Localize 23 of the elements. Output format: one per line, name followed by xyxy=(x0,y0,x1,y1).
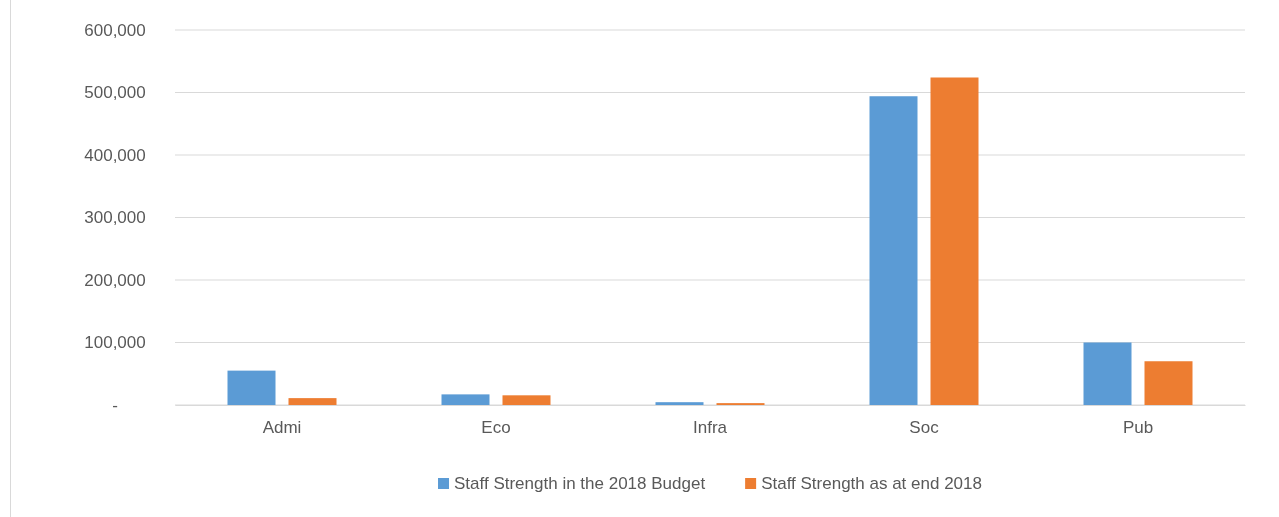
bar xyxy=(1144,361,1193,405)
x-tick-label: Admi xyxy=(262,418,302,438)
y-tick-label: 100,000 xyxy=(84,333,146,353)
x-tick-label: Infra xyxy=(692,418,728,438)
bar xyxy=(655,402,704,405)
x-tick-label: Eco xyxy=(481,418,511,438)
y-tick-label: 600,000 xyxy=(84,20,146,40)
bar xyxy=(502,395,551,405)
x-tick-label: Soc xyxy=(909,418,940,438)
legend-label: Staff Strength in the 2018 Budget xyxy=(454,474,706,493)
y-tick-label: 200,000 xyxy=(84,270,146,290)
bar xyxy=(1083,342,1132,405)
y-tick-label: 500,000 xyxy=(84,83,146,103)
legend-label: Staff Strength as at end 2018 xyxy=(761,474,982,493)
bar xyxy=(288,398,337,405)
bar xyxy=(930,77,979,405)
bar xyxy=(869,96,918,405)
bar xyxy=(441,394,490,405)
y-tick-label: - xyxy=(112,395,118,415)
y-tick-label: 400,000 xyxy=(84,145,146,165)
x-tick-label: Pub xyxy=(1122,418,1154,438)
bar xyxy=(227,370,276,405)
y-tick-label: 300,000 xyxy=(84,208,146,228)
